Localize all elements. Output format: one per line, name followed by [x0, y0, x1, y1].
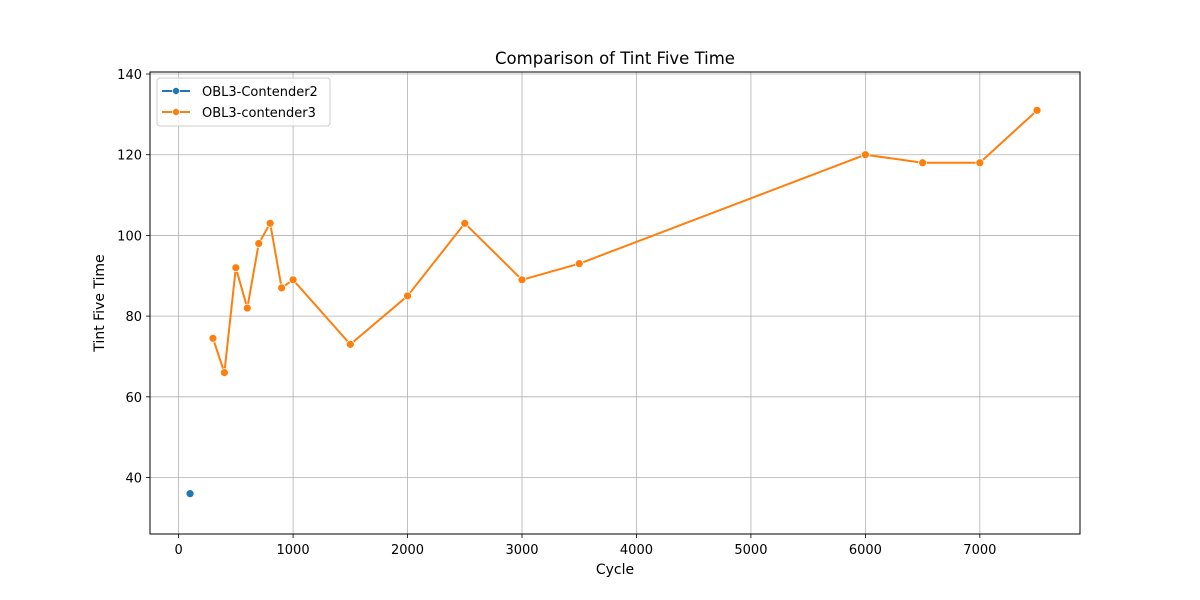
y-tick-label: 60 [125, 391, 142, 406]
data-point [277, 283, 287, 293]
legend: OBL3-Contender2 OBL3-contender3 [156, 77, 331, 127]
data-point [242, 303, 252, 313]
x-axis-ticks: 0 1000 2000 3000 4000 5000 6000 7000 [174, 534, 996, 558]
y-tick-label: 40 [125, 472, 142, 487]
y-axis-ticks: 40 60 80 100 120 140 [117, 68, 150, 487]
series-layer [185, 105, 1042, 499]
legend-marker-contender2 [171, 87, 180, 96]
x-tick-label: 4000 [620, 543, 653, 558]
x-tick-label: 6000 [849, 543, 882, 558]
grid-lines [150, 72, 1080, 534]
y-tick-label: 120 [117, 149, 142, 164]
x-tick-label: 5000 [734, 543, 767, 558]
data-point [860, 150, 870, 160]
series-2 [208, 105, 1042, 378]
legend-label-contender3: OBL3-contender3 [202, 106, 316, 121]
data-point [975, 158, 985, 168]
x-tick-label: 1000 [277, 543, 310, 558]
data-point [517, 275, 527, 285]
data-point [403, 291, 412, 301]
x-tick-label: 2000 [391, 543, 424, 558]
data-point [288, 275, 298, 285]
x-axis-label: Cycle [596, 562, 634, 578]
data-point [185, 489, 195, 499]
y-tick-label: 100 [117, 229, 142, 244]
legend-marker-contender3 [171, 108, 180, 117]
data-point [208, 333, 218, 343]
legend-entry-contender3: OBL3-contender3 [162, 106, 316, 121]
y-tick-label: 140 [117, 68, 142, 83]
legend-label-contender2: OBL3-Contender2 [202, 85, 318, 100]
data-point [254, 239, 264, 248]
data-point [231, 263, 241, 273]
x-tick-label: 7000 [963, 543, 996, 558]
x-tick-label: 0 [174, 543, 182, 558]
series-1 [185, 489, 195, 499]
data-point [219, 368, 229, 378]
data-point [918, 158, 928, 168]
x-tick-label: 3000 [505, 543, 538, 558]
legend-box [156, 77, 331, 127]
data-point [574, 259, 584, 269]
plot-area-frame [149, 71, 1081, 535]
data-point [265, 218, 275, 228]
chart-title: Comparison of Tint Five Time [495, 49, 735, 68]
data-point [460, 218, 470, 228]
y-tick-label: 80 [125, 310, 142, 325]
data-point [1032, 105, 1042, 115]
legend-entry-contender2: OBL3-Contender2 [162, 85, 318, 100]
data-point [345, 339, 355, 349]
y-axis-label: Tint Five Time [92, 254, 108, 352]
